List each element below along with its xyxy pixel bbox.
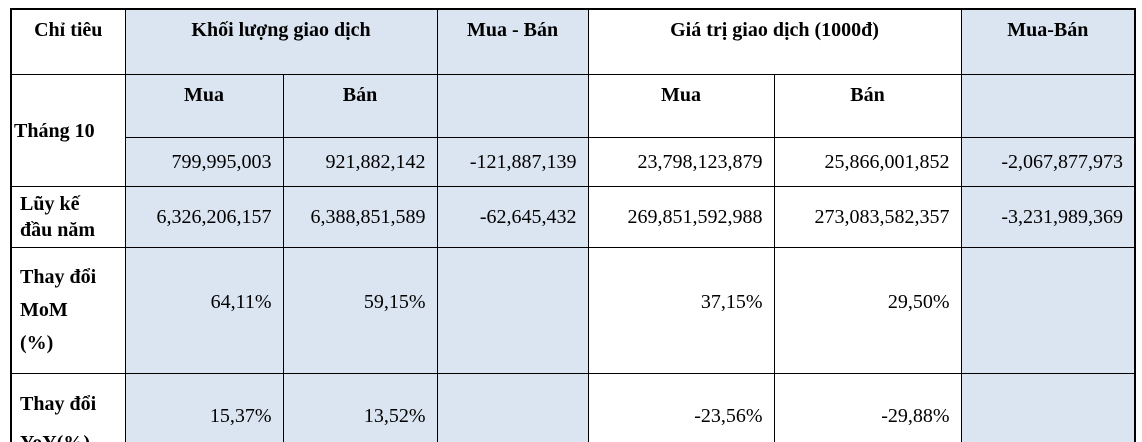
luyke-volume-ban: 6,388,851,589 xyxy=(282,186,438,248)
header-mua-ban-volume: Mua - Bán xyxy=(436,8,589,75)
row-label-thang-10: Tháng 10 xyxy=(10,74,126,187)
subheader-mua-volume: Mua xyxy=(124,74,284,138)
yoy-value-diff xyxy=(960,373,1136,442)
header-chi-tieu: Chỉ tiêu xyxy=(10,8,126,75)
row-thang-10-values: 799,995,003 921,882,142 -121,887,139 23,… xyxy=(11,137,1136,187)
mom-volume-diff xyxy=(436,247,589,374)
thang10-value-ban: 25,866,001,852 xyxy=(773,137,962,187)
thang10-value-mua: 23,798,123,879 xyxy=(587,137,775,187)
yoy-volume-diff xyxy=(436,373,589,442)
row-label-thay-doi-yoy: Thay đổi YoY(%) xyxy=(10,373,126,442)
subheader-mua-value: Mua xyxy=(587,74,775,138)
header-mua-ban-value: Mua-Bán xyxy=(960,8,1136,75)
table-subheader-row: Tháng 10 Mua Bán Mua Bán xyxy=(10,74,1136,187)
yoy-volume-mua: 15,37% xyxy=(124,373,284,442)
thang10-value-diff: -2,067,877,973 xyxy=(960,137,1136,187)
yoy-value-mua: -23,56% xyxy=(587,373,775,442)
luyke-value-ban: 273,083,582,357 xyxy=(773,186,962,248)
luyke-volume-diff: -62,645,432 xyxy=(436,186,589,248)
thang10-volume-ban: 921,882,142 xyxy=(282,137,438,187)
row-yoy: Thay đổi YoY(%) 15,37% 13,52% -23,56% -2… xyxy=(10,373,1136,442)
row-label-thay-doi-mom: Thay đổi MoM (%) xyxy=(10,247,126,374)
mom-volume-mua: 64,11% xyxy=(124,247,284,374)
luyke-value-diff: -3,231,989,369 xyxy=(960,186,1136,248)
mom-value-diff xyxy=(960,247,1136,374)
subheader-ban-value: Bán xyxy=(773,74,962,138)
trading-summary-table: Chỉ tiêu Khối lượng giao dịch Mua - Bán … xyxy=(10,8,1137,442)
header-gia-tri-giao-dich: Giá trị giao dịch (1000đ) xyxy=(587,8,962,75)
yoy-volume-ban: 13,52% xyxy=(282,373,438,442)
mom-volume-ban: 59,15% xyxy=(282,247,438,374)
header-khoi-luong-giao-dich: Khối lượng giao dịch xyxy=(124,8,438,75)
mom-value-ban: 29,50% xyxy=(773,247,962,374)
subheader-empty-value-diff xyxy=(960,74,1136,138)
row-mom: Thay đổi MoM (%) 64,11% 59,15% 37,15% 29… xyxy=(10,247,1136,374)
row-label-luy-ke-dau-nam: Lũy kế đầu năm xyxy=(10,186,126,248)
subheader-ban-volume: Bán xyxy=(282,74,438,138)
mom-value-mua: 37,15% xyxy=(587,247,775,374)
thang10-volume-mua: 799,995,003 xyxy=(124,137,284,187)
yoy-value-ban: -29,88% xyxy=(773,373,962,442)
row-luy-ke: Lũy kế đầu năm 6,326,206,157 6,388,851,5… xyxy=(10,186,1136,248)
thang10-volume-diff: -121,887,139 xyxy=(436,137,589,187)
subheader-empty-volume-diff xyxy=(436,74,589,138)
luyke-value-mua: 269,851,592,988 xyxy=(587,186,775,248)
table-header-row: Chỉ tiêu Khối lượng giao dịch Mua - Bán … xyxy=(10,8,1136,75)
luyke-volume-mua: 6,326,206,157 xyxy=(124,186,284,248)
